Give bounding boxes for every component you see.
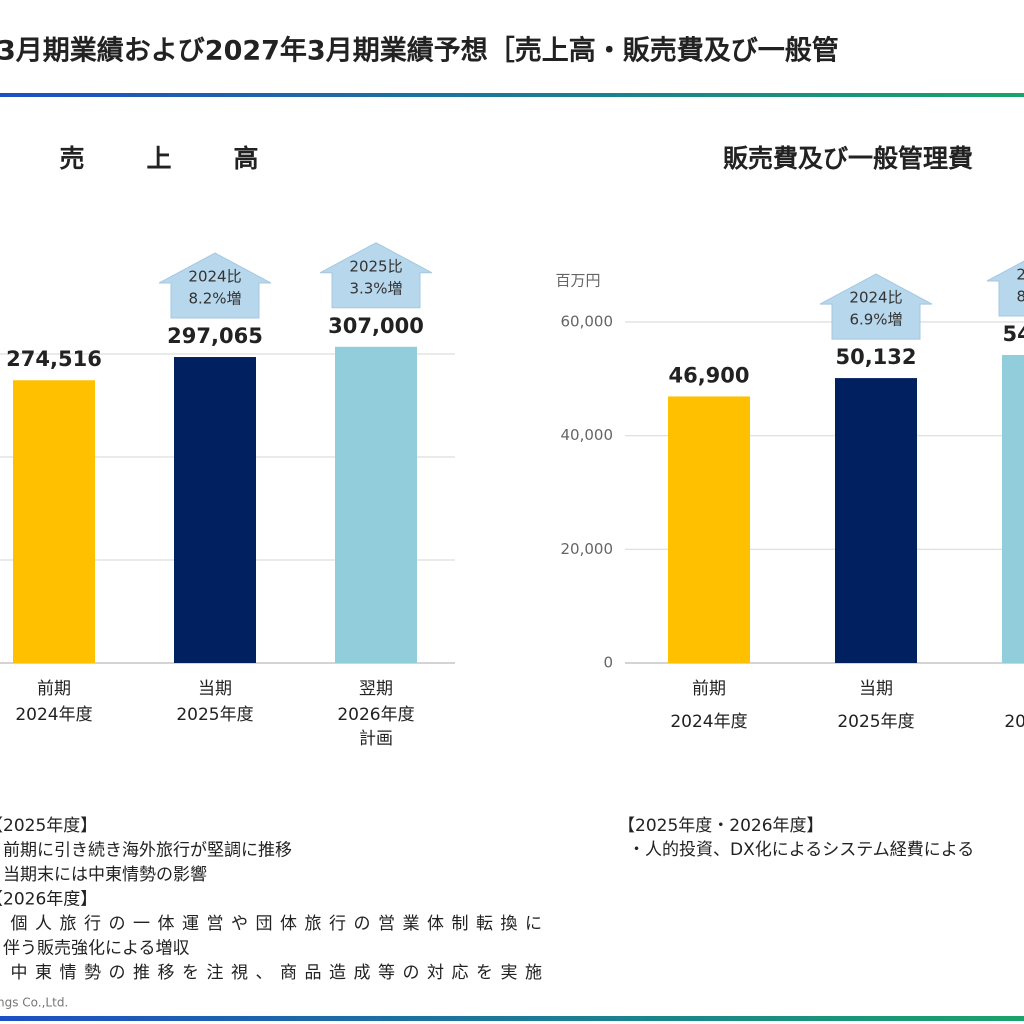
note-line: 【2025年度】 bbox=[0, 816, 97, 836]
growth-arrow bbox=[319, 242, 433, 309]
y-tick-label: 60,000 bbox=[561, 313, 614, 331]
note-line: 伴う販売強化による増収 bbox=[0, 939, 190, 959]
y-tick-label: 40,000 bbox=[561, 426, 614, 444]
growth-annotation: 2025比 bbox=[349, 257, 402, 275]
value-label: 46,900 bbox=[668, 363, 749, 387]
growth-annotation: 3.3%増 bbox=[349, 279, 402, 297]
growth-annotation: 8.2%増 bbox=[188, 290, 241, 308]
value-label: 274,516 bbox=[6, 347, 102, 371]
note-line: 【2025年度・2026年度】 bbox=[618, 816, 824, 836]
growth-arrow bbox=[158, 252, 272, 319]
note-line: ・個人旅行の一体運営や団体旅行の営業体制転換に bbox=[0, 914, 542, 934]
growth-arrow bbox=[986, 260, 1024, 317]
y-axis-unit: 百万円 bbox=[555, 272, 600, 290]
x-tick-label: 翌期 bbox=[359, 679, 393, 699]
growth-annotation: 2025比 bbox=[1016, 265, 1024, 283]
growth-annotation: 2024比 bbox=[849, 289, 902, 307]
value-label: 54,200 bbox=[1002, 322, 1024, 346]
growth-annotation: 6.9%増 bbox=[849, 311, 902, 329]
x-tick-label: 2025年度 bbox=[837, 712, 914, 732]
bar bbox=[668, 396, 750, 663]
bar bbox=[835, 378, 917, 663]
x-tick-label: 2026年度 bbox=[1004, 712, 1024, 732]
x-tick-label: 2024年度 bbox=[670, 712, 747, 732]
bar bbox=[13, 380, 95, 663]
chart-title: 販売費及び一般管理費 bbox=[723, 144, 973, 173]
bar bbox=[174, 357, 256, 663]
growth-annotation: 2024比 bbox=[188, 268, 241, 286]
footer: ngs Co.,Ltd. bbox=[0, 996, 68, 1010]
x-tick-label: 当期 bbox=[198, 679, 232, 699]
footer-rule bbox=[0, 1016, 1024, 1021]
x-tick-label: 前期 bbox=[37, 679, 71, 699]
value-label: 50,132 bbox=[835, 345, 916, 369]
bar bbox=[335, 346, 417, 663]
value-label: 307,000 bbox=[328, 314, 424, 338]
x-tick-label: 計画 bbox=[359, 729, 393, 749]
slide-title: 3月期業績および2027年3月期業績予想［売上高・販売費及び一般管 bbox=[0, 35, 839, 67]
x-tick-label: 2025年度 bbox=[176, 705, 253, 725]
growth-arrow bbox=[819, 273, 933, 340]
x-tick-label: 2024年度 bbox=[15, 705, 92, 725]
x-tick-label: 2026年度 bbox=[337, 705, 414, 725]
note-line: ・前期に引き続き海外旅行が堅調に推移 bbox=[0, 841, 292, 861]
growth-annotation: 8.1%増 bbox=[1016, 287, 1024, 305]
header-rule bbox=[0, 93, 1024, 97]
x-tick-label: 当期 bbox=[859, 679, 893, 699]
note-line: ・人的投資、DX化によるシステム経費による bbox=[628, 840, 974, 860]
note-line: ・当期末には中東情勢の影響 bbox=[0, 865, 207, 885]
y-tick-label: 0 bbox=[603, 654, 613, 672]
value-label: 297,065 bbox=[167, 324, 263, 348]
x-tick-label: 前期 bbox=[692, 679, 726, 699]
note-line: ・中東情勢の推移を注視、商品造成等の対応を実施 bbox=[0, 963, 542, 983]
bar bbox=[1002, 354, 1024, 663]
chart-title: 売上高 bbox=[59, 144, 320, 173]
y-tick-label: 20,000 bbox=[561, 540, 614, 558]
note-line: 【2026年度】 bbox=[0, 890, 97, 910]
